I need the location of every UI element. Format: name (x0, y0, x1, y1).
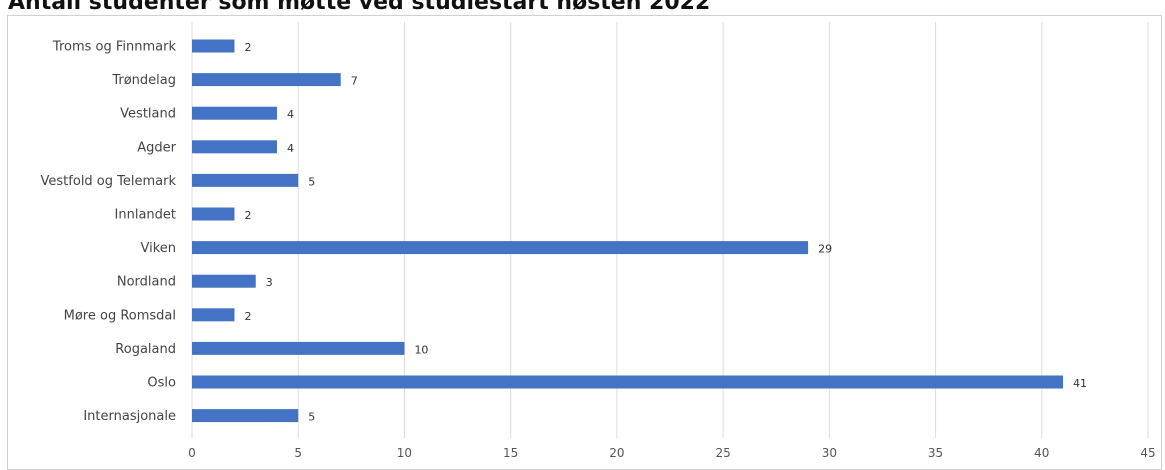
category-label: Rogaland (115, 342, 176, 357)
bar (192, 375, 1064, 389)
bar (192, 341, 405, 355)
data-label: 2 (244, 41, 251, 54)
data-label: 4 (287, 108, 294, 121)
data-label: 10 (414, 343, 428, 356)
category-label: Oslo (147, 376, 176, 391)
category-label: Vestland (120, 107, 176, 122)
bar (192, 106, 277, 120)
x-axis-tick-labels: 0 5 10 15 20 25 30 35 40 45 (188, 446, 1155, 460)
category-label: Agder (137, 140, 176, 155)
x-tick-label: 10 (397, 446, 412, 460)
category-label: Viken (140, 241, 176, 256)
data-label: 3 (266, 276, 273, 289)
x-tick-label: 20 (609, 446, 624, 460)
data-label: 5 (308, 175, 315, 188)
gridlines (191, 22, 1149, 438)
x-tick-label: 0 (188, 446, 196, 460)
x-tick-label: 45 (1140, 446, 1155, 460)
category-label: Innlandet (115, 208, 176, 223)
bar (192, 241, 809, 255)
category-labels: Troms og Finnmark Trøndelag Vestland Agder V… (41, 40, 177, 425)
data-label: 7 (351, 75, 358, 88)
bar (192, 207, 235, 221)
bar (192, 140, 277, 154)
bar (192, 409, 299, 423)
data-label: 41 (1073, 377, 1087, 390)
category-label: Nordland (117, 275, 176, 290)
chart-title: Antall studenter som møtte ved studiesta… (8, 0, 711, 15)
x-tick-label: 15 (503, 446, 518, 460)
bar (192, 73, 341, 87)
category-label: Møre og Romsdal (64, 308, 176, 323)
x-tick-label: 40 (1034, 446, 1049, 460)
x-tick-label: 30 (822, 446, 837, 460)
x-tick-label: 25 (715, 446, 730, 460)
category-label: Internasjonale (83, 409, 176, 424)
bars (192, 39, 1064, 423)
data-label: 29 (818, 243, 832, 256)
x-tick-label: 5 (294, 446, 302, 460)
bar (192, 308, 235, 322)
bar (192, 173, 299, 187)
data-label: 5 (308, 411, 315, 424)
category-label: Vestfold og Telemark (41, 174, 177, 189)
data-labels: 2 7 4 4 5 2 29 3 2 10 41 5 (244, 41, 1087, 424)
data-label: 2 (244, 310, 251, 323)
data-label: 4 (287, 142, 294, 155)
category-label: Troms og Finnmark (52, 40, 177, 55)
bar (192, 39, 235, 53)
category-label: Trøndelag (111, 73, 176, 88)
x-tick-label: 35 (928, 446, 943, 460)
data-label: 2 (244, 209, 251, 222)
bar (192, 274, 256, 288)
